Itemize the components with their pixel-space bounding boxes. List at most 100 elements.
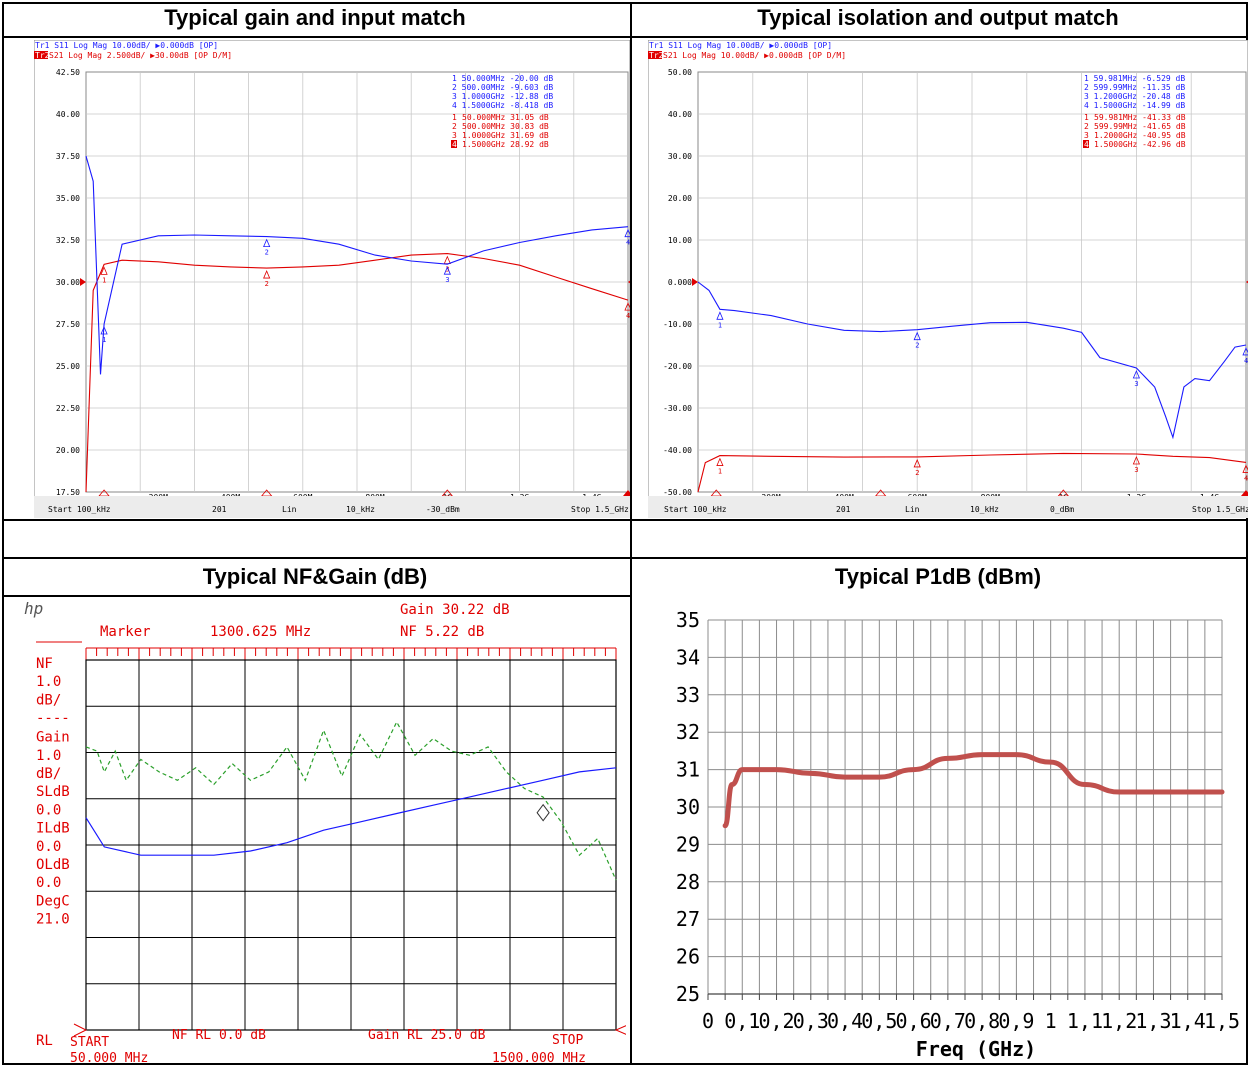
vna1-plot-y-tick: 22.50 xyxy=(56,404,80,413)
p1db-y-tick: 25 xyxy=(676,982,700,1006)
vna1-plot-marker-s21: 500.00MHz 30.83 dB xyxy=(462,122,549,131)
vna1-plot-marker-num: 2 xyxy=(265,249,269,257)
vna1-plot-y-tick: 27.50 xyxy=(56,320,80,329)
vna1-plot-marker-num: 3 xyxy=(445,276,449,284)
nf-left-label: OLdB xyxy=(36,857,70,873)
vna2-plot-marker-s21: 59.981MHz -41.33 dB xyxy=(1094,113,1186,122)
vna1-plot-marker-s11: 1 50.000MHz -20.00 dB xyxy=(452,74,553,83)
vna2-plot-y-tick: 20.00 xyxy=(668,194,692,203)
vna1-plot-marker-s21-num: 2 xyxy=(452,122,457,131)
vna1-plot-ref-right xyxy=(628,280,630,284)
vna2-footer-start: Start 100_kHz xyxy=(664,505,727,514)
nf-left-label: ILdB xyxy=(36,821,70,837)
vna1-background xyxy=(34,40,630,518)
vna2-plot-marker-num: 3 xyxy=(1134,380,1138,388)
nf-left-label: dB/ xyxy=(36,692,61,708)
p1db-y-tick: 35 xyxy=(676,608,700,632)
vna1-plot-marker-num: 3 xyxy=(445,266,449,274)
vna2-plot-y-tick: -40.00 xyxy=(663,446,692,455)
vna1-plot-marker-num: 4 xyxy=(626,312,630,320)
vna2-plot-marker-s21: 599.99MHz -41.65 dB xyxy=(1094,122,1186,131)
vna1-footer-power: -30_dBm xyxy=(426,505,460,514)
vna1-plot-stim-marker-active xyxy=(623,490,630,496)
nf-stop-label: STOP xyxy=(552,1033,583,1048)
vna1-footer-mode: Lin xyxy=(282,505,297,514)
p1db-x-tick: 0,9 xyxy=(998,1009,1034,1033)
vna2-plot-marker-s21-num: 2 xyxy=(1084,122,1089,131)
p1db-x-tick: 0,1 xyxy=(724,1009,760,1033)
vna2-plot-marker-num: 1 xyxy=(718,468,722,476)
vna2-plot-marker-triangle xyxy=(716,311,724,320)
nf-start-label: START xyxy=(70,1035,109,1050)
vna2-footer-stop: Stop 1.5_GHz xyxy=(1192,505,1248,514)
vna1-plot-y-tick: 20.00 xyxy=(56,446,80,455)
nf-marker-nf: NF 5.22 dB xyxy=(400,624,484,640)
vna2-background xyxy=(648,40,1248,518)
vna1-header-tr1: Tr1 S11 Log Mag 10.00dB/ ▶0.000dB [OP] xyxy=(35,41,218,50)
vna2-plot-marker-s11: 3 1.2000GHz -20.48 dB xyxy=(1084,92,1185,101)
vna1-footer-start: Start 100_kHz xyxy=(48,505,111,514)
nf-left-label: 21.0 xyxy=(36,912,70,928)
p1db-x-tick: 1,1 xyxy=(1067,1009,1103,1033)
vna2-plot-marker-s11: 1 59.981MHz -6.529 dB xyxy=(1084,74,1185,83)
vna1-plot-marker-num: 2 xyxy=(265,280,269,288)
nf-left-label: 0.0 xyxy=(36,839,61,855)
vna1-plot-marker-triangle xyxy=(624,302,630,311)
title-isolation-output-match: Typical isolation and output match xyxy=(757,5,1119,30)
nf-left-label: Gain xyxy=(36,730,70,746)
vna2-plot-y-tick: 40.00 xyxy=(668,110,692,119)
nf-rl-arrow-right xyxy=(614,1025,626,1035)
vna1-header-tr2: S21 Log Mag 2.500dB/ ▶30.00dB [OP D/M] xyxy=(49,51,232,60)
vna2-plot-marker-s21-num: 3 xyxy=(1084,131,1089,140)
vna2-footer-power: 0_dBm xyxy=(1050,505,1074,514)
p1db-y-tick: 28 xyxy=(676,870,700,894)
p1db-x-tick: 0,3 xyxy=(793,1009,829,1033)
vna1-plot-marker-s21: 1.5000GHz 28.92 dB xyxy=(462,140,549,149)
vna2-plot-y-tick: 10.00 xyxy=(668,236,692,245)
title-gain-input-match: Typical gain and input match xyxy=(164,5,466,30)
vna1-plot-y-tick: 35.00 xyxy=(56,194,80,203)
vna1-footer-bw: 10_kHz xyxy=(346,505,375,514)
p1db-x-tick: 1,2 xyxy=(1101,1009,1137,1033)
vna2-header-tr2-tag: Tr2 xyxy=(649,51,664,60)
isolation-output-match-chart: Tr1 S11 Log Mag 10.00dB/ ▶0.000dB [OP] T… xyxy=(648,40,1248,518)
vna2-footer-bar xyxy=(648,496,1248,518)
p1db-y-tick: 34 xyxy=(676,645,700,669)
hp-logo: hp xyxy=(24,599,43,618)
p1db-y-tick: 33 xyxy=(676,683,700,707)
vna1-plot-marker-triangle xyxy=(443,266,451,275)
vna2-plot-marker-triangle xyxy=(1242,346,1248,356)
nf-left-label: 0.0 xyxy=(36,802,61,818)
vna2-plot-marker-s21-num: 1 xyxy=(1084,113,1089,122)
vna1-plot-y-tick: 37.50 xyxy=(56,152,80,161)
vna1-plot-marker-num: 4 xyxy=(626,239,630,247)
nf-gain-readout: Gain 30.22 dB xyxy=(400,602,510,618)
vna2-plot-y-tick: -50.00 xyxy=(663,488,692,497)
p1db-x-tick: 0 xyxy=(702,1009,714,1033)
p1db-x-tick: 0,5 xyxy=(861,1009,897,1033)
vna2-plot-marker-num: 1 xyxy=(718,321,722,329)
p1db-x-tick: 0,6 xyxy=(896,1009,932,1033)
vna2-header-tr1: Tr1 S11 Log Mag 10.00dB/ ▶0.000dB [OP] xyxy=(649,41,832,50)
row-divider-2 xyxy=(4,519,1246,521)
row-divider-3 xyxy=(4,557,1246,559)
row-divider-4 xyxy=(4,595,630,597)
nf-rl-arrow-left xyxy=(73,1023,88,1037)
p1db-x-tick: 0,4 xyxy=(827,1009,863,1033)
vna1-plot-trace-s11 xyxy=(85,155,629,375)
p1db-x-tick: 0,7 xyxy=(930,1009,966,1033)
vna1-plot-ref-left xyxy=(80,278,86,286)
p1db-x-tick: 0,8 xyxy=(964,1009,1000,1033)
vna2-plot-marker-active-bg xyxy=(1083,140,1089,148)
nf-rl-label: RL xyxy=(36,1033,53,1049)
gain-input-match-chart: Tr1 S11 Log Mag 10.00dB/ ▶0.000dB [OP] T… xyxy=(34,40,630,518)
vna2-plot-marker-triangle xyxy=(716,457,724,466)
vna2-plot-marker-num: 3 xyxy=(1134,466,1138,474)
nf-bottom-gain-rl: Gain RL 25.0 dB xyxy=(368,1028,486,1043)
nf-start-freq: 50.000 MHz xyxy=(70,1051,148,1066)
nf-left-label: SLdB xyxy=(36,784,70,800)
vna2-plot-marker-triangle xyxy=(1242,464,1248,473)
vna1-plot-marker-triangle xyxy=(624,228,630,238)
row-divider-1 xyxy=(4,36,1246,38)
